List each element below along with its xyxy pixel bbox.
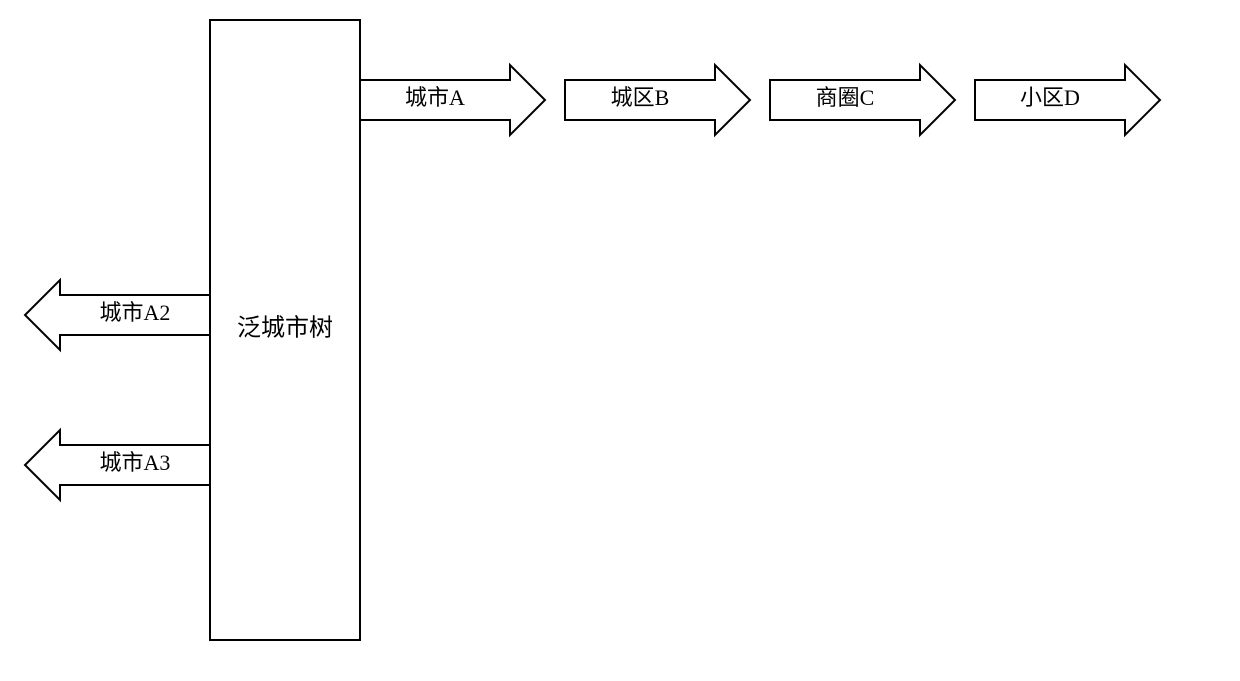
right-arrow-label: 城市A xyxy=(405,85,465,110)
right-arrow-label: 小区D xyxy=(1020,85,1080,110)
left-arrow-label: 城市A2 xyxy=(100,300,171,325)
left-arrow-label: 城市A3 xyxy=(100,450,171,475)
right-arrow-label: 城区B xyxy=(611,85,670,110)
central-box-label: 泛城市树 xyxy=(237,315,333,342)
right-arrow-label: 商圈C xyxy=(816,85,875,110)
